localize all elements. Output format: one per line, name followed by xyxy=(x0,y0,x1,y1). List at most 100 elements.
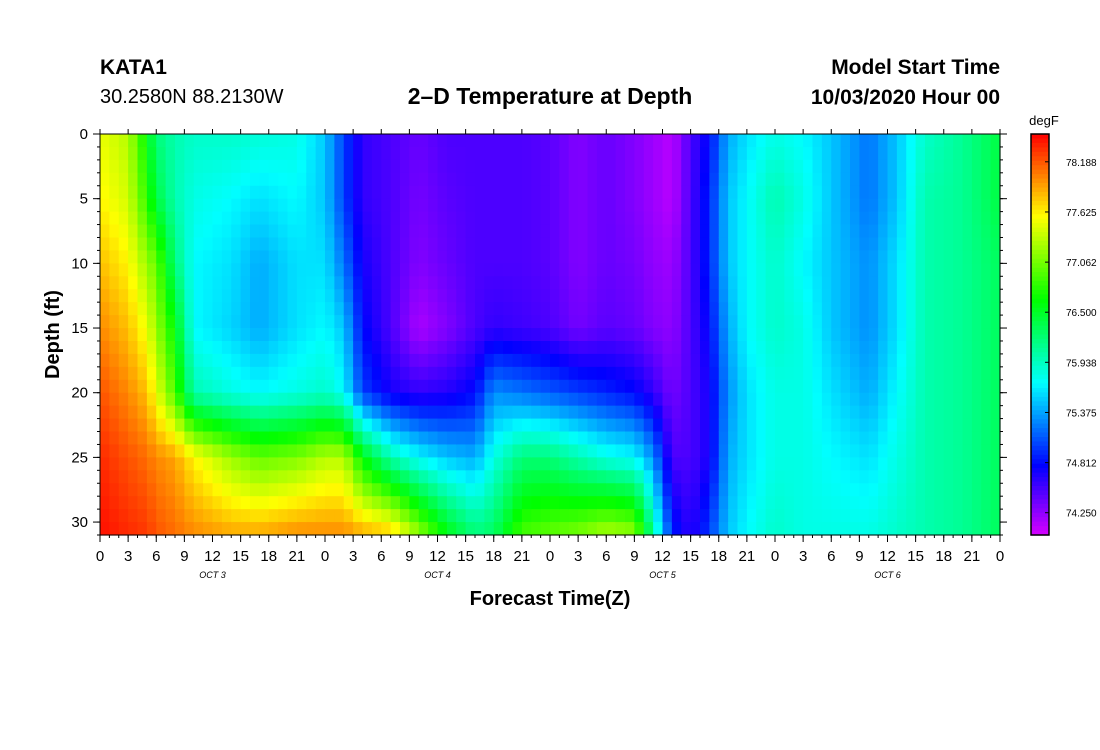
heatmap-cell xyxy=(296,366,307,381)
heatmap-cell xyxy=(493,276,504,290)
heatmap-cell xyxy=(446,315,457,329)
heatmap-cell xyxy=(728,470,739,484)
heatmap-cell xyxy=(184,211,195,226)
heatmap-cell xyxy=(287,289,298,303)
heatmap-cell xyxy=(306,172,317,187)
heatmap-cell xyxy=(634,392,645,407)
heatmap-cell xyxy=(118,522,129,536)
heatmap-cell xyxy=(606,366,617,381)
heatmap-cell xyxy=(165,198,176,213)
heatmap-cell xyxy=(240,353,251,368)
heatmap-cell xyxy=(690,263,701,277)
heatmap-cell xyxy=(156,444,167,458)
heatmap-cell xyxy=(259,509,270,523)
heatmap-cell xyxy=(484,470,495,484)
heatmap-cell xyxy=(221,263,232,277)
heatmap-cell xyxy=(634,302,645,316)
heatmap-cell xyxy=(381,315,392,329)
heatmap-cell xyxy=(690,328,701,342)
heatmap-cell xyxy=(868,431,879,446)
heatmap-cell xyxy=(221,289,232,303)
colorbar-band xyxy=(1031,387,1049,394)
heatmap-cell xyxy=(418,431,429,446)
heatmap-cell xyxy=(775,263,785,277)
heatmap-cell xyxy=(962,353,973,368)
heatmap-cell xyxy=(409,418,420,433)
heatmap-cell xyxy=(634,522,645,536)
heatmap-cell xyxy=(971,315,982,329)
heatmap-cell xyxy=(793,224,804,239)
heatmap-cell xyxy=(915,457,926,471)
heatmap-cell xyxy=(625,289,635,303)
heatmap-cell xyxy=(887,263,898,277)
heatmap-cell xyxy=(681,172,692,187)
heatmap-cell xyxy=(653,392,664,407)
heatmap-cell xyxy=(231,470,242,484)
heatmap-cell xyxy=(128,250,139,264)
heatmap-cell xyxy=(118,250,129,264)
heatmap-cell xyxy=(746,185,757,200)
heatmap-cell xyxy=(100,340,110,355)
heatmap-cell xyxy=(484,496,495,510)
heatmap-cell xyxy=(906,159,917,174)
heatmap-cell xyxy=(934,405,945,420)
heatmap-cell xyxy=(465,289,476,303)
heatmap-cell xyxy=(775,431,785,446)
heatmap-cell xyxy=(381,172,392,187)
heatmap-cell xyxy=(409,237,420,252)
heatmap-cell xyxy=(203,509,214,523)
heatmap-cell xyxy=(887,328,898,342)
heatmap-cell xyxy=(296,457,307,471)
heatmap-cell xyxy=(737,250,748,264)
heatmap-cell xyxy=(493,198,504,213)
y-tick-label: 0 xyxy=(80,126,88,143)
heatmap-cell xyxy=(465,418,476,433)
heatmap-cell xyxy=(718,172,729,187)
heatmap-cell xyxy=(615,198,626,213)
heatmap-cell xyxy=(521,237,532,252)
heatmap-cell xyxy=(193,483,204,497)
heatmap-cell xyxy=(765,134,776,148)
heatmap-cell xyxy=(325,159,335,174)
heatmap-cell xyxy=(615,315,626,329)
heatmap-cell xyxy=(353,379,364,394)
heatmap-cell xyxy=(437,496,448,510)
heatmap-cell xyxy=(512,379,523,394)
heatmap-cell xyxy=(334,431,345,446)
colorbar-band xyxy=(1031,445,1049,451)
heatmap-cell xyxy=(156,185,167,200)
heatmap-cell xyxy=(540,302,551,316)
heatmap-cell xyxy=(915,198,926,213)
heatmap-cell xyxy=(812,509,823,523)
heatmap-cell xyxy=(118,431,129,446)
heatmap-cell xyxy=(521,276,532,290)
heatmap-cell xyxy=(812,172,823,187)
heatmap-cell xyxy=(531,172,542,187)
heatmap-cell xyxy=(287,198,298,213)
heatmap-cell xyxy=(240,224,251,239)
heatmap-cell xyxy=(521,224,532,239)
heatmap-cell xyxy=(306,418,317,433)
heatmap-cell xyxy=(315,353,326,368)
heatmap-cell xyxy=(700,457,710,471)
heatmap-cell xyxy=(990,483,1001,497)
heatmap-cell xyxy=(559,457,570,471)
heatmap-cell xyxy=(850,302,860,316)
heatmap-cell xyxy=(578,457,589,471)
heatmap-cell xyxy=(625,366,635,381)
heatmap-cell xyxy=(662,302,673,316)
heatmap-cell xyxy=(175,315,185,329)
heatmap-cell xyxy=(203,289,214,303)
colorbar-band xyxy=(1031,508,1049,514)
heatmap-cell xyxy=(371,405,382,420)
heatmap-cell xyxy=(578,172,589,187)
heatmap-cell xyxy=(803,366,814,381)
heatmap-cell xyxy=(887,418,898,433)
heatmap-cell xyxy=(981,405,992,420)
heatmap-cell xyxy=(371,198,382,213)
heatmap-cell xyxy=(521,431,532,446)
x-tick-label: 15 xyxy=(682,548,699,565)
heatmap-cell xyxy=(550,431,560,446)
heatmap-cell xyxy=(325,340,335,355)
heatmap-cell xyxy=(184,263,195,277)
